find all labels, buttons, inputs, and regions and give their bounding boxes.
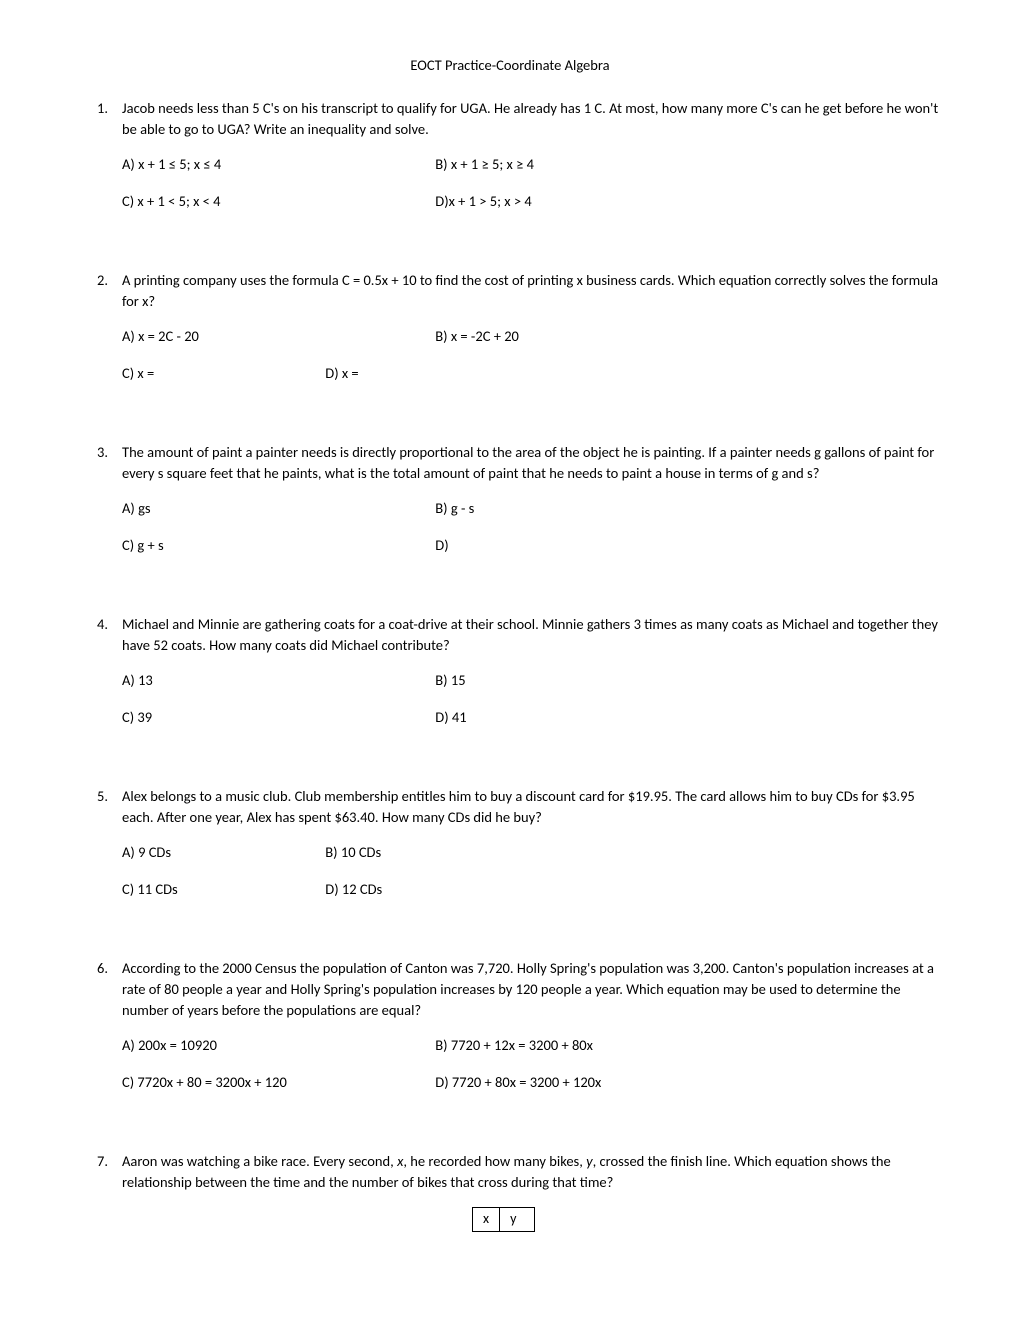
choice-d: D) 41 xyxy=(435,708,466,726)
choice-row: A) 200x = 10920 B) 7720 + 12x = 3200 + 8… xyxy=(122,1035,942,1056)
question-number: 1. xyxy=(78,98,122,119)
choice-a: A) 13 xyxy=(122,670,432,691)
choice-c: C) 7720x + 80 = 3200x + 120 xyxy=(122,1072,432,1093)
choice-a: A) 200x = 10920 xyxy=(122,1035,432,1056)
choice-c: C) g + s xyxy=(122,535,432,556)
question-1: 1. Jacob needs less than 5 C's on his tr… xyxy=(78,98,942,212)
choice-d: D)x + 1 > 5; x > 4 xyxy=(435,192,531,210)
question-number: 2. xyxy=(78,270,122,291)
question-text: Jacob needs less than 5 C's on his trans… xyxy=(122,98,942,140)
choice-a: A) x = 2C - 20 xyxy=(122,326,432,347)
choice-row: A) x + 1 ≤ 5; x ≤ 4 B) x + 1 ≥ 5; x ≥ 4 xyxy=(122,154,942,175)
choice-row: C) 39 D) 41 xyxy=(122,707,942,728)
choice-row: C) g + s D) xyxy=(122,535,942,556)
choice-row: A) 9 CDs B) 10 CDs xyxy=(122,842,942,863)
table-header-y: y xyxy=(500,1208,535,1231)
question-number: 4. xyxy=(78,614,122,635)
choice-row: C) 11 CDs D) 12 CDs xyxy=(122,879,942,900)
question-3: 3. The amount of paint a painter needs i… xyxy=(78,442,942,556)
choice-row: A) gs B) g - s xyxy=(122,498,942,519)
choice-row: C) 7720x + 80 = 3200x + 120 D) 7720 + 80… xyxy=(122,1072,942,1093)
question-text: The amount of paint a painter needs is d… xyxy=(122,442,942,484)
q7-text-mid: , he recorded how many bikes, xyxy=(403,1152,586,1170)
question-text: A printing company uses the formula C = … xyxy=(122,270,942,312)
choice-row: C) x + 1 < 5; x < 4 D)x + 1 > 5; x > 4 xyxy=(122,191,942,212)
question-7: 7. Aaron was watching a bike race. Every… xyxy=(78,1151,942,1231)
question-text: According to the 2000 Census the populat… xyxy=(122,958,942,1021)
choice-b: B) x + 1 ≥ 5; x ≥ 4 xyxy=(435,155,534,173)
choice-b: B) g - s xyxy=(435,499,474,517)
choice-d: D) x = xyxy=(325,364,358,382)
choice-d: D) xyxy=(435,536,448,554)
question-4: 4. Michael and Minnie are gathering coat… xyxy=(78,614,942,728)
choice-row: A) 13 B) 15 xyxy=(122,670,942,691)
question-number: 3. xyxy=(78,442,122,463)
page-title: EOCT Practice-Coordinate Algebra xyxy=(78,55,942,76)
choice-b: B) 7720 + 12x = 3200 + 80x xyxy=(435,1036,593,1054)
choice-a: A) gs xyxy=(122,498,432,519)
choice-row: C) x = D) x = xyxy=(122,363,942,384)
question-text: Aaron was watching a bike race. Every se… xyxy=(122,1151,942,1193)
xy-table: x y xyxy=(472,1207,535,1231)
choice-c: C) 11 CDs xyxy=(122,879,322,900)
table-header-x: x xyxy=(473,1208,500,1231)
question-5: 5. Alex belongs to a music club. Club me… xyxy=(78,786,942,900)
q7-text-pre: Aaron was watching a bike race. Every se… xyxy=(122,1152,397,1170)
question-text: Michael and Minnie are gathering coats f… xyxy=(122,614,942,656)
choice-b: B) x = -2C + 20 xyxy=(435,327,519,345)
question-6: 6. According to the 2000 Census the popu… xyxy=(78,958,942,1093)
choice-c: C) x + 1 < 5; x < 4 xyxy=(122,191,432,212)
choice-c: C) x = xyxy=(122,363,322,384)
question-2: 2. A printing company uses the formula C… xyxy=(78,270,942,384)
choice-a: A) x + 1 ≤ 5; x ≤ 4 xyxy=(122,154,432,175)
choice-a: A) 9 CDs xyxy=(122,842,322,863)
choice-b: B) 10 CDs xyxy=(325,843,381,861)
choice-c: C) 39 xyxy=(122,707,432,728)
choice-b: B) 15 xyxy=(435,671,465,689)
question-list: 1. Jacob needs less than 5 C's on his tr… xyxy=(78,98,942,1232)
choice-row: A) x = 2C - 20 B) x = -2C + 20 xyxy=(122,326,942,347)
choice-d: D) 12 CDs xyxy=(325,880,382,898)
question-number: 6. xyxy=(78,958,122,979)
choice-d: D) 7720 + 80x = 3200 + 120x xyxy=(435,1073,601,1091)
question-text: Alex belongs to a music club. Club membe… xyxy=(122,786,942,828)
question-number: 7. xyxy=(78,1151,122,1172)
question-number: 5. xyxy=(78,786,122,807)
